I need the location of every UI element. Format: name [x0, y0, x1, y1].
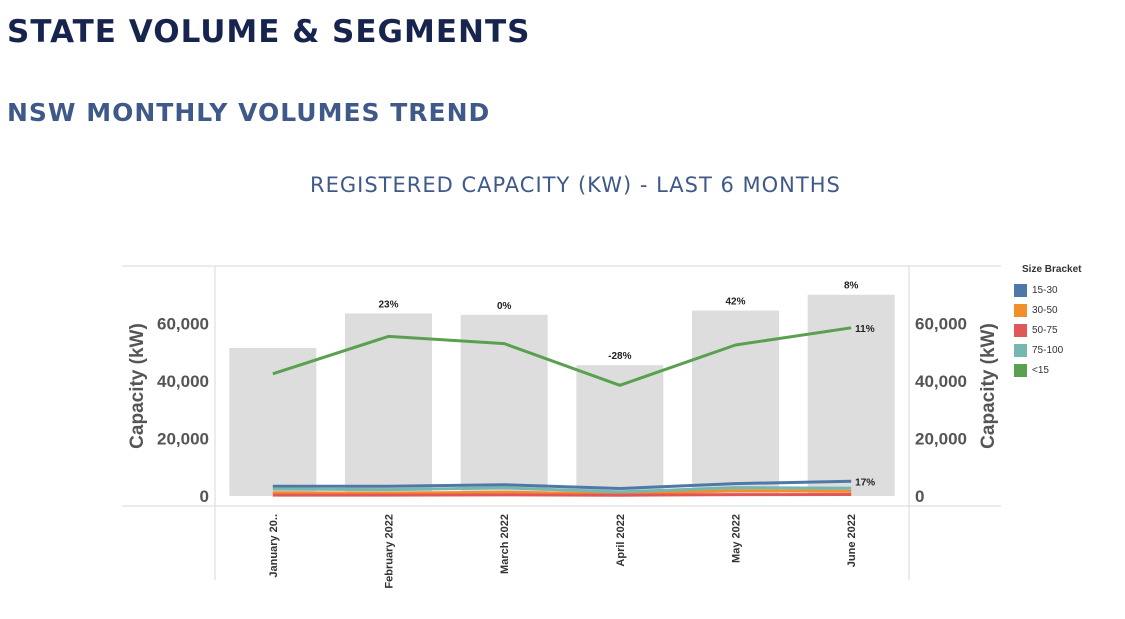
x-category-label: April 2022 — [615, 514, 627, 567]
y-tick-label-right: 60,000 — [915, 314, 967, 333]
y-tick-label-right: 40,000 — [915, 372, 967, 391]
total-bar — [576, 365, 664, 496]
legend-swatch — [1014, 283, 1027, 297]
series-line — [272, 489, 852, 496]
bar-label: 42% — [725, 297, 745, 308]
section-title: NSW MONTHLY VOLUMES TREND — [7, 98, 491, 127]
total-bar — [229, 347, 317, 496]
legend-swatch — [1014, 363, 1027, 377]
x-category-label: February 2022 — [384, 514, 396, 589]
series-end-label: 11% — [855, 324, 875, 335]
series-line — [272, 493, 852, 497]
legend-item[interactable]: 30-50 — [1014, 300, 1081, 320]
legend-item[interactable]: <15 — [1014, 360, 1081, 380]
legend-label: 30-50 — [1032, 304, 1058, 316]
total-bar — [807, 294, 895, 496]
legend-label: 50-75 — [1032, 324, 1058, 336]
bar-label: 23% — [378, 299, 398, 310]
legend-label: 75-100 — [1032, 344, 1064, 356]
y-tick-label-left: 0 — [200, 487, 209, 506]
legend-label: <15 — [1032, 364, 1049, 376]
legend-item[interactable]: 50-75 — [1014, 320, 1081, 340]
x-category-label: June 2022 — [846, 514, 858, 567]
x-category-label: March 2022 — [499, 514, 511, 574]
series-end-label: 17% — [855, 477, 875, 488]
y-tick-label-left: 60,000 — [157, 314, 209, 333]
legend-swatch — [1014, 323, 1027, 337]
bar-label: 8% — [844, 281, 859, 292]
chart-title: REGISTERED CAPACITY (KW) - LAST 6 MONTHS — [310, 173, 841, 197]
x-category-label: January 20.. — [268, 514, 280, 578]
page-title: STATE VOLUME & SEGMENTS — [7, 14, 531, 50]
x-category-label: May 2022 — [731, 514, 743, 563]
legend-label: 15-30 — [1032, 284, 1058, 296]
bar-label: 0% — [497, 301, 512, 312]
y-tick-label-right: 0 — [915, 487, 924, 506]
series-line — [272, 486, 852, 494]
bar-label: -28% — [608, 351, 631, 362]
legend-swatch — [1014, 303, 1027, 317]
series-line — [272, 326, 852, 387]
legend-title: Size Bracket — [1022, 264, 1082, 275]
legend-item[interactable]: 75-100 — [1014, 340, 1081, 360]
legend-swatch — [1014, 343, 1027, 357]
series-line — [272, 479, 852, 490]
chart-legend: Size Bracket 15-30 30-50 50-75 75-100 <15 — [1014, 264, 1081, 380]
y-tick-label-left: 40,000 — [157, 372, 209, 391]
y-axis-title-right: Capacity (kW) — [978, 323, 999, 449]
legend-item[interactable]: 15-30 — [1014, 280, 1081, 300]
total-bar — [692, 310, 779, 496]
capacity-chart: 23% 0% -28% 42% 8% 17% 11% 0 0 20,000 20,000 40,000… — [122, 265, 1001, 589]
y-tick-label-right: 20,000 — [915, 429, 967, 448]
y-tick-label-left: 20,000 — [157, 429, 209, 448]
total-bar — [345, 313, 432, 496]
y-axis-title-left: Capacity (kW) — [127, 323, 148, 449]
